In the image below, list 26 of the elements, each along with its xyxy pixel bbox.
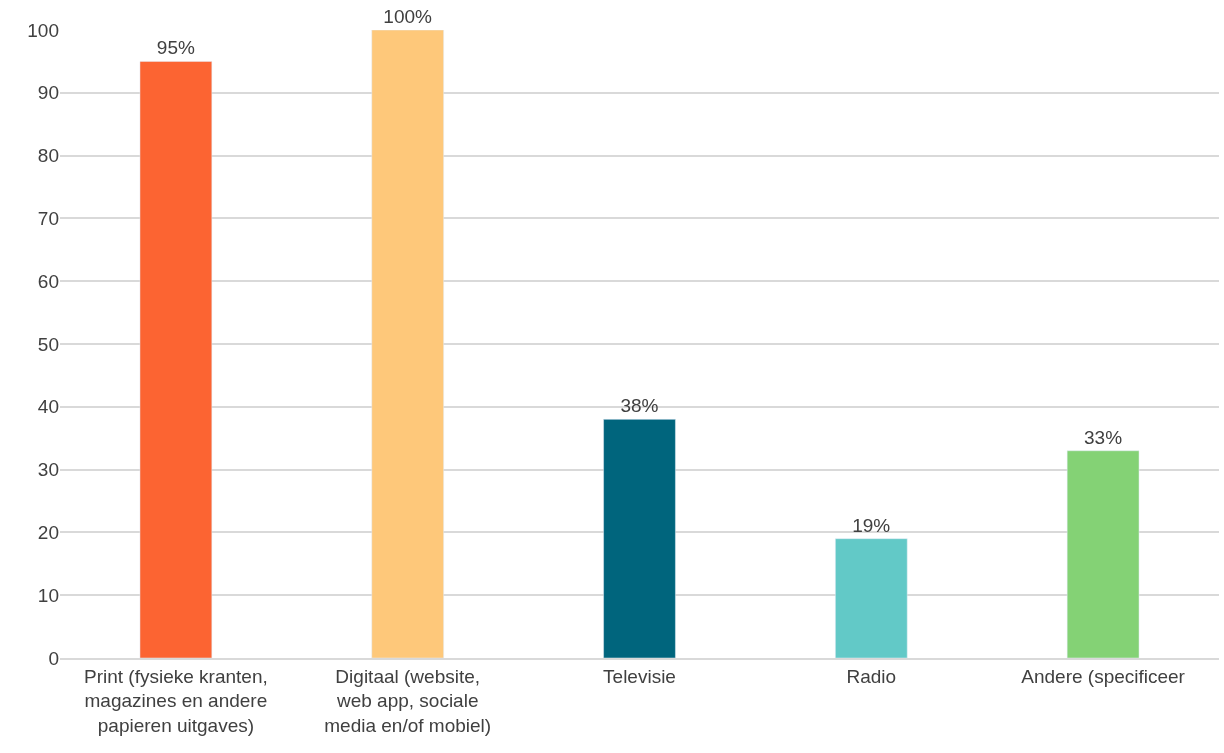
y-tick-label: 70 [37,208,59,230]
y-tick-label: 0 [48,647,59,669]
y-tick-label: 10 [37,584,59,606]
y-tick-label: 80 [37,145,59,167]
bar [835,538,908,658]
y-tick-label: 100 [27,19,59,41]
data-label: 19% [852,514,891,536]
y-tick-label: 20 [37,522,59,544]
y-tick-label: 90 [37,82,59,104]
x-tick-label: Andere (specificeer [1021,665,1186,687]
bar [1066,450,1140,658]
data-label: 100% [383,6,433,27]
bar [371,30,444,658]
bar [603,419,676,658]
bar [139,61,213,658]
data-label: 33% [1084,426,1123,448]
x-tick-label: Radio [846,665,897,687]
y-tick-label: 60 [37,270,59,292]
data-label: 95% [156,37,195,59]
x-tick-label: Televisie [603,665,676,687]
data-label: 38% [620,395,659,417]
y-tick-label: 30 [37,459,59,481]
y-tick-label: 40 [37,396,59,418]
x-tick-label: Digitaal (website, web app, sociale media en/of mobiel) [324,665,492,736]
y-tick-label: 50 [37,333,59,355]
x-tick-label: Print (fysieke kranten, magazines en andere papieren uitgaves) [84,665,268,736]
